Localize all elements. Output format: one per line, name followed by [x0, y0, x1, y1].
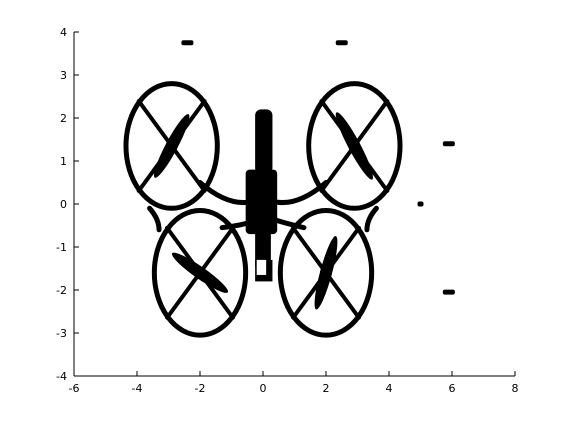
x-tick-label: 0 [260, 382, 267, 395]
y-tick-label: 4 [60, 26, 67, 39]
body-upper [255, 109, 273, 174]
body-lower [255, 229, 271, 269]
rotor-ring [151, 207, 249, 338]
y-tick-label: 2 [60, 112, 67, 125]
y-tick-label: 0 [60, 198, 67, 211]
rotor-ring [306, 81, 403, 211]
y-tick-label: -2 [56, 284, 67, 297]
scatter-mark [442, 141, 455, 147]
rotor-hub [348, 139, 361, 152]
x-tick-label: 6 [449, 382, 456, 395]
y-tick-label: -4 [56, 370, 67, 383]
rotor-hub [165, 139, 178, 152]
scatter-mark [181, 40, 194, 46]
x-tick-label: 4 [386, 382, 393, 395]
y-tick-label: -3 [56, 327, 67, 340]
x-tick-label: -2 [195, 382, 206, 395]
body-gap [256, 259, 267, 275]
rotor-ring [123, 81, 220, 211]
drone-shape [123, 81, 403, 338]
rotor-hub [320, 266, 332, 279]
scattered-marks [181, 40, 455, 295]
rotor-hub [194, 266, 206, 279]
y-tick-label: 3 [60, 69, 67, 82]
x-tick-label: 8 [512, 382, 519, 395]
frame-arm [364, 205, 379, 233]
scatter-mark [442, 289, 455, 295]
y-tick-label: -1 [56, 241, 67, 254]
frame-arm [147, 205, 162, 233]
body-middle [245, 169, 278, 235]
scatter-mark [417, 201, 424, 207]
scatter-mark [335, 40, 348, 46]
x-tick-label: 2 [323, 382, 330, 395]
x-tick-label: -6 [69, 382, 80, 395]
x-tick-label: -4 [132, 382, 143, 395]
y-tick-label: 1 [60, 155, 67, 168]
rotor-ring [277, 207, 375, 338]
